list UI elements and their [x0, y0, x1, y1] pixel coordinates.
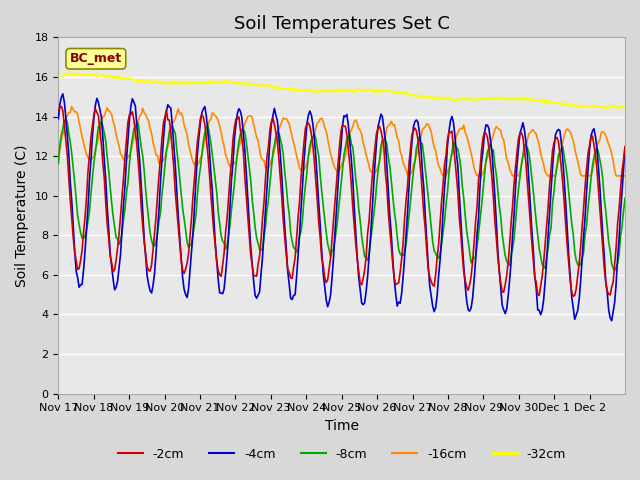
X-axis label: Time: Time	[324, 419, 358, 433]
Text: BC_met: BC_met	[70, 52, 122, 65]
Legend: -2cm, -4cm, -8cm, -16cm, -32cm: -2cm, -4cm, -8cm, -16cm, -32cm	[113, 443, 571, 466]
Y-axis label: Soil Temperature (C): Soil Temperature (C)	[15, 144, 29, 287]
Title: Soil Temperatures Set C: Soil Temperatures Set C	[234, 15, 450, 33]
